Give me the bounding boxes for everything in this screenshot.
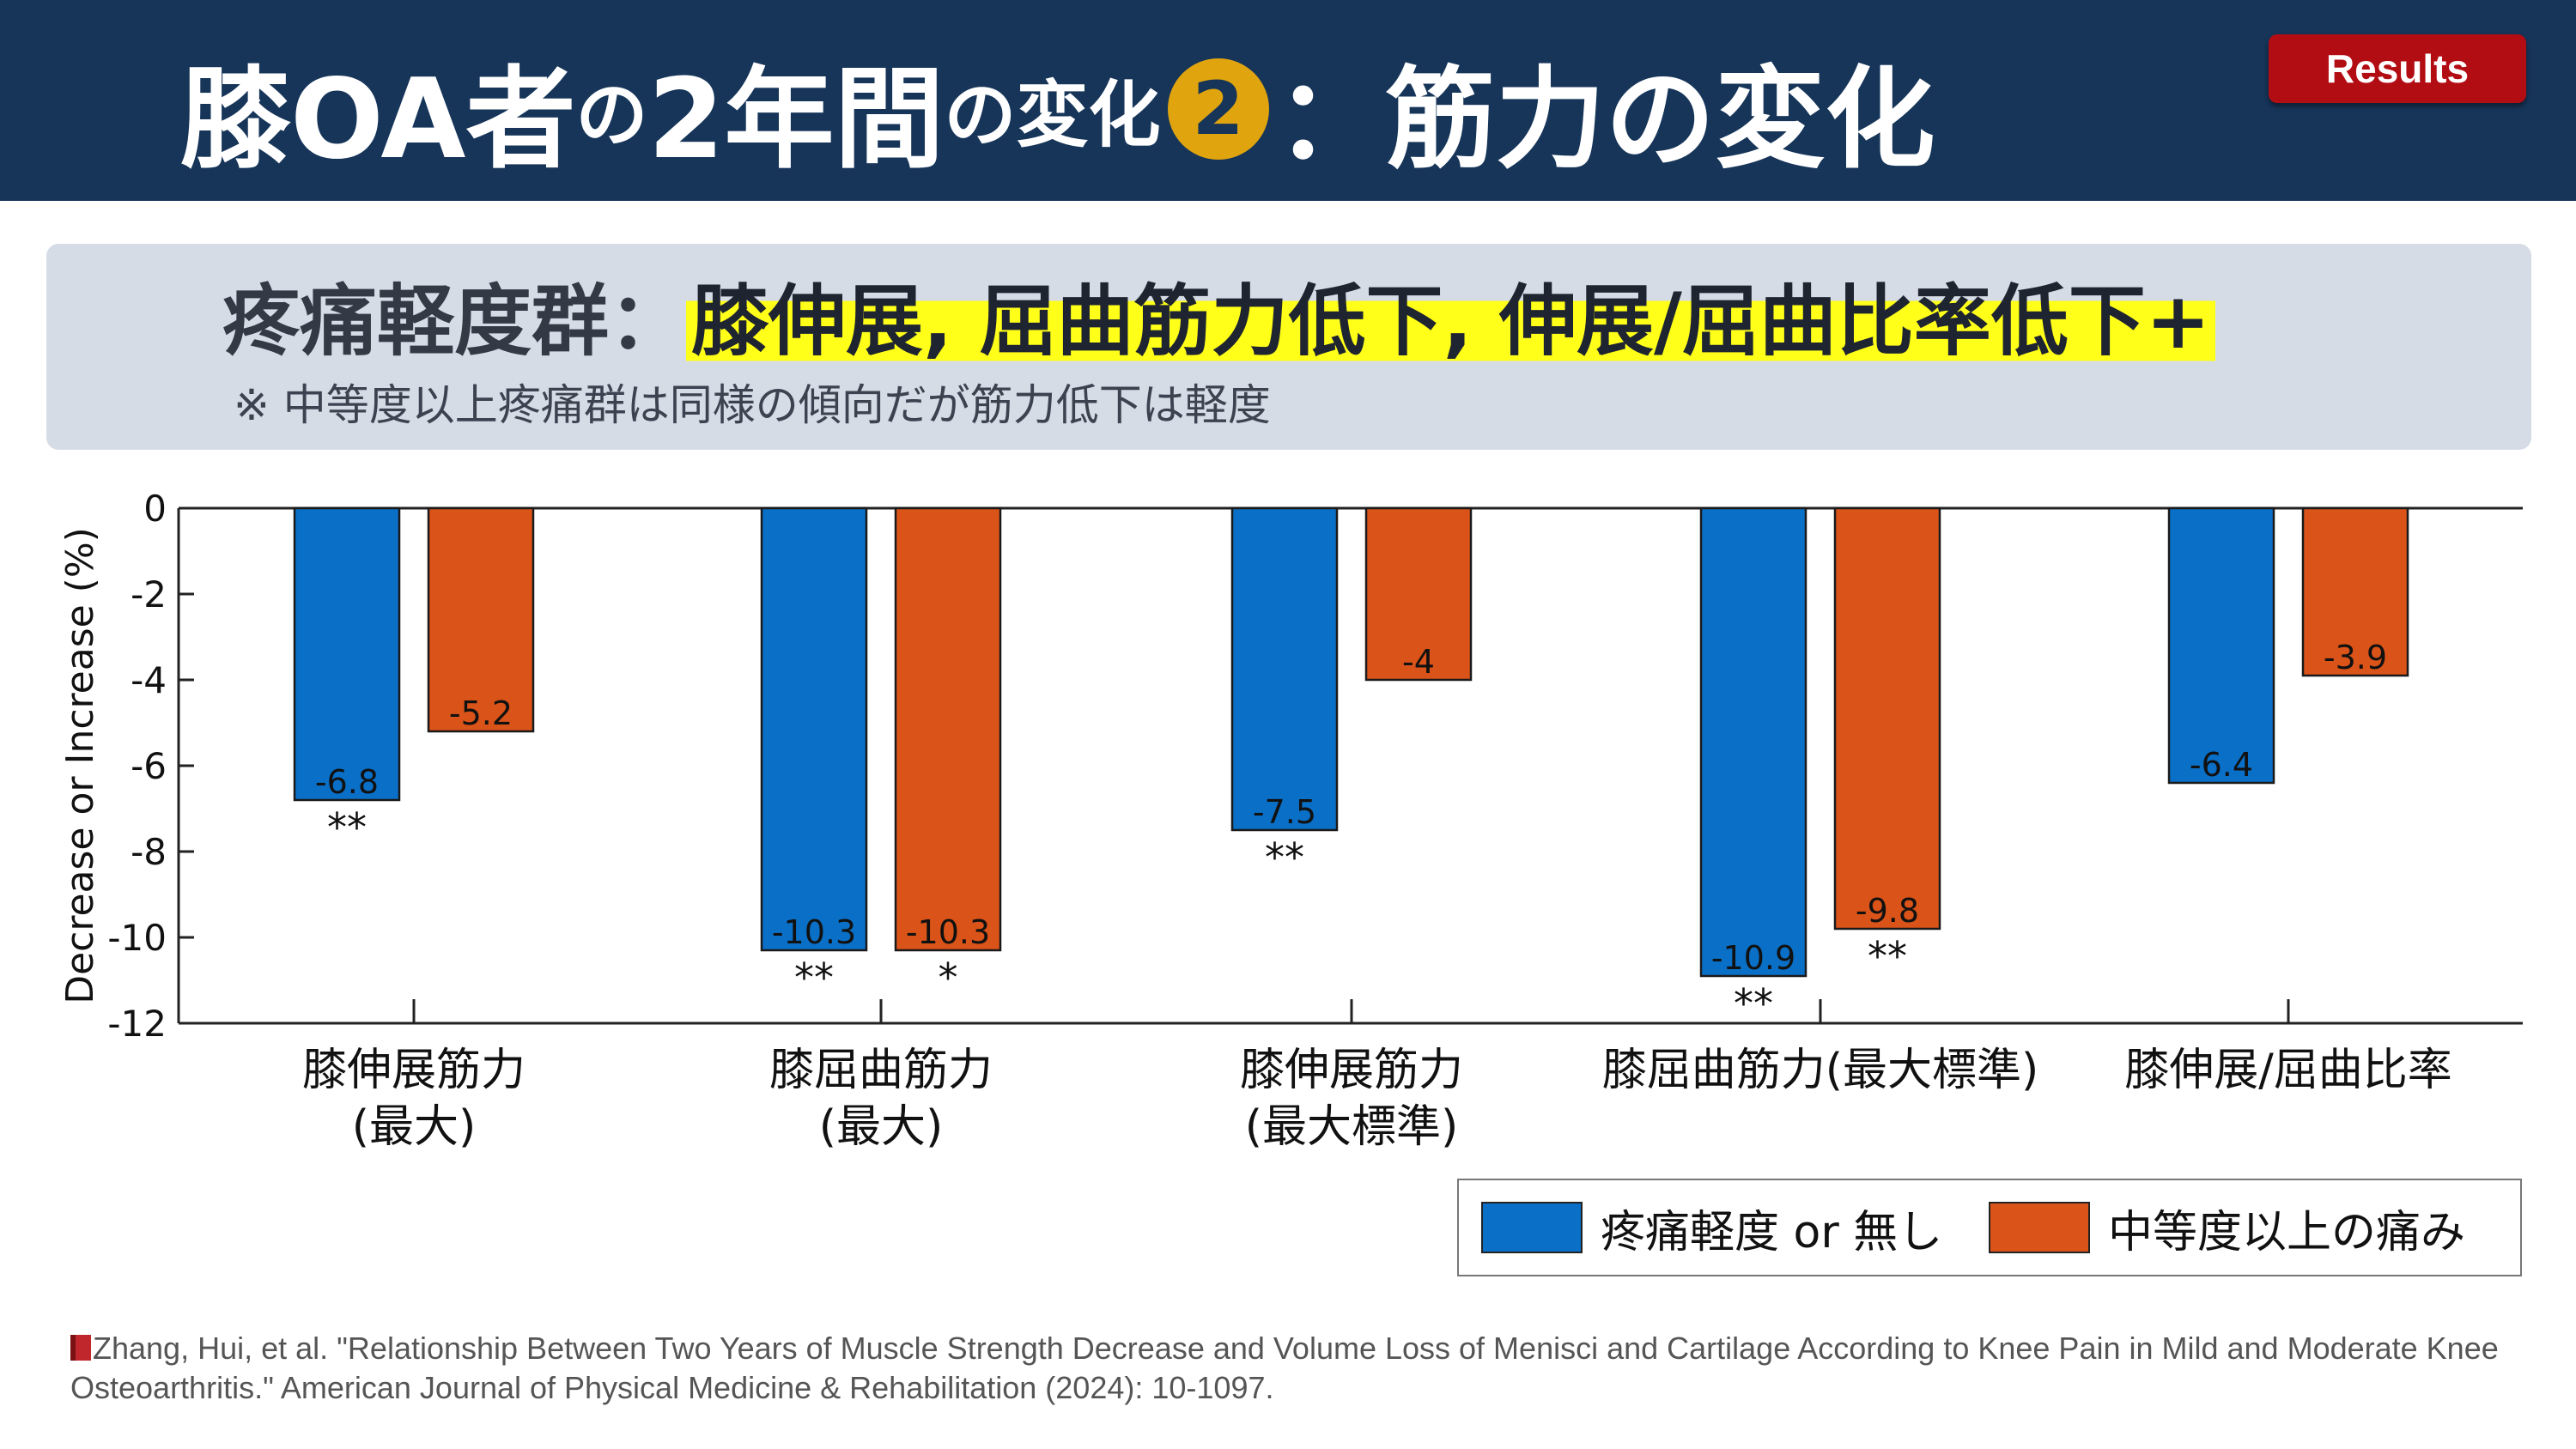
y-tick-label: -4 (131, 659, 167, 701)
book-icon (70, 1335, 91, 1361)
bar-mild-0 (293, 506, 401, 802)
bar-value-label: -5.2 (449, 694, 513, 732)
y-tick-label: -12 (107, 1003, 167, 1045)
title-text-4: の変化 (944, 72, 1161, 157)
reference-citation: Zhang, Hui, et al. "Relationship Between… (70, 1329, 2526, 1408)
bar-moderate-0 (427, 506, 535, 733)
bar-value-label: -4 (1402, 643, 1435, 681)
legend-label-mild: 疼痛軽度 or 無し (1601, 1206, 1943, 1258)
bar-moderate-4 (2301, 506, 2409, 677)
chart-legend: 疼痛軽度 or 無し 中等度以上の痛み (1457, 1179, 2522, 1276)
x-category-label: (最大標準) (1245, 1101, 1459, 1153)
legend-label-moderate: 中等度以上の痛み (2108, 1206, 2466, 1258)
summary-headline: 疼痛軽度群： 膝伸展, 屈曲筋力低下, 伸展/屈曲比率低下+ (222, 258, 2216, 370)
title-text-1: 膝OA者 (180, 55, 576, 184)
x-category-label: 膝伸展筋力 (302, 1045, 526, 1096)
x-category-label: 膝屈曲筋力(最大標準) (1602, 1045, 2039, 1096)
bar-moderate-1 (894, 506, 1002, 952)
summary-note: ※ 中等度以上疼痛群は同様の傾向だが筋力低下は軽度 (234, 380, 1271, 430)
significance-mark: ** (1868, 933, 1907, 979)
significance-mark: ** (327, 804, 367, 851)
bar-mild-1 (760, 506, 868, 952)
title-text-3: 2年間 (647, 55, 945, 184)
results-badge: Results (2269, 34, 2526, 103)
significance-mark: * (939, 955, 958, 1001)
y-tick-label: -2 (131, 573, 167, 615)
bar-value-label: -7.5 (1253, 793, 1316, 831)
y-tick-label: -6 (131, 745, 167, 787)
page-title: 膝OA者の 2年間 の変化 2 ：筋力の変化 (180, 45, 1935, 184)
y-axis-label: Decrease or Increase (%) (58, 527, 102, 1004)
bar-value-label: -6.4 (2190, 746, 2253, 784)
x-category-label: (最大) (819, 1101, 944, 1153)
reference-text: Zhang, Hui, et al. "Relationship Between… (70, 1331, 2499, 1405)
x-category-label: 膝伸展筋力 (1240, 1045, 1463, 1096)
summary-highlight: 膝伸展, 屈曲筋力低下, 伸展/屈曲比率低下+ (686, 258, 2216, 370)
bar-value-label: -10.3 (906, 913, 990, 951)
bar-value-label: -3.9 (2324, 639, 2387, 676)
bar-value-label: -10.3 (772, 913, 856, 951)
bar-moderate-3 (1833, 506, 1941, 931)
y-tick-label: -8 (131, 831, 167, 873)
significance-mark: ** (794, 955, 834, 1001)
summary-box: 疼痛軽度群： 膝伸展, 屈曲筋力低下, 伸展/屈曲比率低下+ ※ 中等度以上疼痛群… (46, 244, 2531, 450)
bar-value-label: -9.8 (1856, 892, 1919, 930)
title-text-2: の (575, 72, 648, 157)
x-category-label: (最大) (352, 1101, 477, 1153)
x-category-label: 膝伸展/屈曲比率 (2124, 1045, 2452, 1096)
header-banner: 膝OA者の 2年間 の変化 2 ：筋力の変化 Results (0, 0, 2576, 201)
bar-mild-3 (1699, 506, 1807, 978)
legend-swatch-moderate (1989, 1202, 2090, 1253)
bar-mild-2 (1230, 506, 1339, 832)
significance-mark: ** (1265, 834, 1304, 881)
title-text-5: ：筋力の変化 (1275, 55, 1935, 184)
summary-lead: 疼痛軽度群： (222, 276, 686, 367)
x-category-label: 膝屈曲筋力 (769, 1045, 993, 1096)
bar-moderate-2 (1364, 506, 1473, 682)
bar-value-label: -10.9 (1711, 939, 1795, 977)
significance-mark: ** (1734, 980, 1773, 1027)
bar-mild-4 (2167, 506, 2275, 785)
legend-swatch-mild (1481, 1202, 1583, 1253)
y-tick-label: 0 (143, 488, 167, 530)
number-circle-badge: 2 (1167, 58, 1269, 160)
y-tick-label: -10 (107, 917, 167, 959)
bar-value-label: -6.8 (315, 763, 379, 801)
